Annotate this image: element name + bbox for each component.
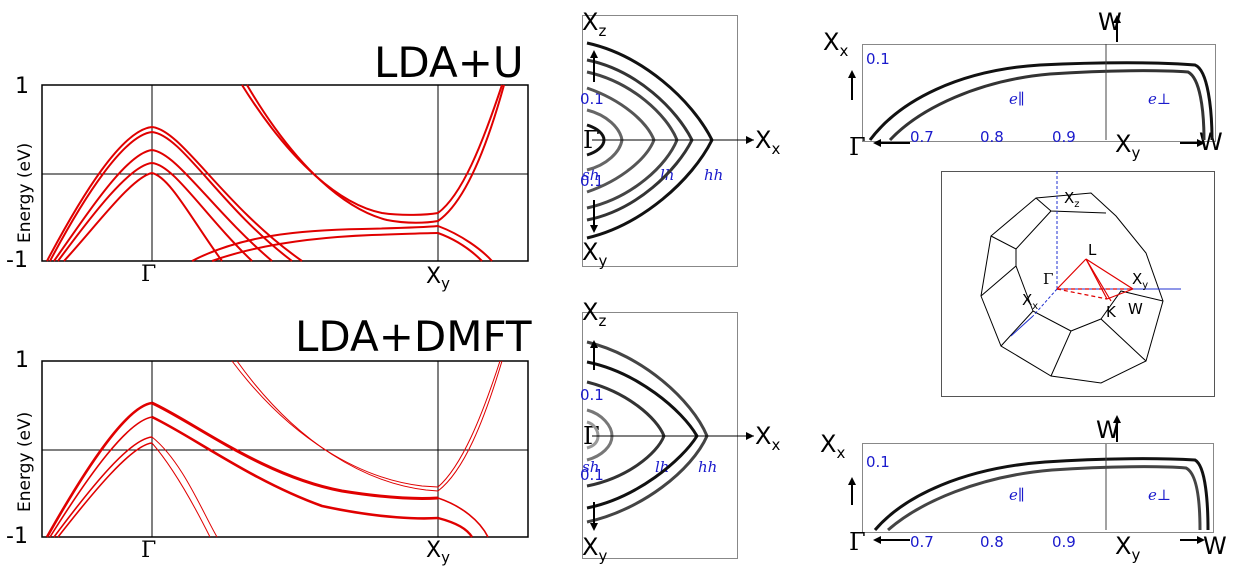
label-gamma: Γ [849,133,866,161]
label-xx: Xx [820,430,846,462]
label-xy: Xy [582,238,608,270]
bz-polyhedron [980,171,1181,384]
y-axis-label: Energy (eV) [15,142,35,243]
bz-label-gamma: Γ [1043,270,1054,288]
label-e-par: e∥ [1009,486,1025,504]
xtick-2: 0.9 [1052,128,1076,146]
label-xx: Xx [755,422,781,454]
xtick-1: 0.8 [980,128,1004,146]
x-tick-gamma: Γ [141,538,157,563]
tick-upper: 0.1 [580,386,604,404]
xtick-0: 0.7 [910,128,934,146]
tick-y: 0.1 [866,453,890,471]
tick-lower: 0.1 [580,466,604,484]
bz-label-xy: Xy [1132,270,1149,291]
label-e-par: e∥ [1009,90,1025,108]
xtick-0: 0.7 [910,533,934,551]
x-tick-xy: Xy [426,264,450,293]
y-axis-label: Energy (eV) [15,411,35,512]
band-plot-lda-dmft [41,360,529,538]
y-tick-bottom: -1 [6,524,28,549]
label-e-perp: e⊥ [1148,90,1171,108]
label-xx: Xx [823,28,849,60]
bz-label-w: W [1128,300,1143,318]
band-label-sh: sh [582,458,600,476]
spectral-contours [848,415,1210,544]
label-w-top: W [1098,8,1122,36]
label-gamma: Γ [849,528,866,556]
label-gamma: Γ [583,126,600,154]
spectral-contours [586,340,754,531]
band-label-hh: hh [698,458,718,476]
bz-label-k: K [1106,303,1116,321]
tick-upper: 0.1 [580,90,604,108]
panel-title: LDA+DMFT [295,312,532,361]
label-w: W [1203,532,1227,560]
band-label-sh: sh [582,166,600,184]
y-tick-top: 1 [15,74,29,99]
bz-label-l: L [1088,241,1097,259]
spectral-contours [848,15,1214,147]
y-tick-bottom: -1 [6,248,28,273]
xtick-2: 0.9 [1052,533,1076,551]
label-xz: Xz [582,298,607,330]
tick-y: 0.1 [866,50,890,68]
label-xz: Xz [582,8,607,40]
bz-frame [941,171,1215,397]
xtick-1: 0.8 [980,533,1004,551]
panel-title: LDA+U [374,38,524,87]
spectral-frame [862,44,1216,142]
spectral-contours [586,41,754,240]
label-xy: Xy [1115,130,1141,162]
label-xy: Xy [1115,532,1141,564]
bz-label-xz: Xz [1064,189,1080,210]
y-tick-top: 1 [15,348,29,373]
label-e-perp: e⊥ [1148,486,1171,504]
tick-lower: 0.1 [580,172,604,190]
band-plot-lda-u [41,84,529,262]
label-xy: Xy [582,533,608,565]
bz-label-xx: Xx [1022,291,1039,312]
x-tick-xy: Xy [426,538,450,566]
label-xx: Xx [755,126,781,158]
label-w-top: W [1096,416,1120,444]
band-label-hh: hh [704,166,724,184]
x-tick-gamma: Γ [141,262,157,287]
